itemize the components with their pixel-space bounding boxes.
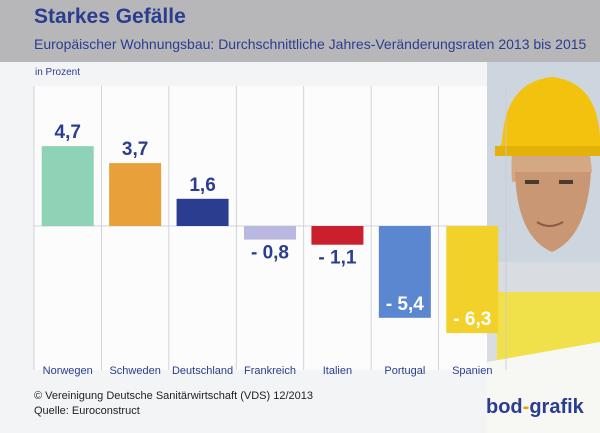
bar-deutschland (176, 198, 229, 226)
category-label: Portugal (384, 365, 425, 377)
copyright-note: © Vereinigung Deutsche Sanitärwirtschaft… (34, 390, 313, 402)
category-label: Spanien (452, 365, 492, 377)
bar-norwegen (41, 146, 94, 226)
bar-frankreich (244, 226, 296, 240)
category-label: Italien (323, 365, 352, 377)
category-label: Frankreich (244, 365, 296, 377)
chart-title: Starkes Gefälle (34, 5, 186, 28)
source-note: Quelle: Euroconstruct (34, 405, 140, 417)
category-label: Norwegen (43, 365, 93, 377)
value-label: 3,7 (122, 139, 148, 160)
value-label: 4,7 (55, 122, 81, 143)
value-label: - 0,8 (251, 243, 289, 264)
value-label: 1,6 (189, 175, 215, 196)
category-label: Schweden (109, 365, 160, 377)
category-label: Deutschland (172, 365, 233, 377)
bar-schweden (109, 163, 162, 226)
header-band: Starkes Gefälle Europäischer Wohnungsbau… (0, 0, 600, 62)
bod-grafik-logo: bod-grafik (486, 396, 584, 418)
value-label: - 1,1 (318, 248, 356, 269)
chart-subtitle: Europäischer Wohnungsbau: Durchschnittli… (34, 36, 587, 52)
unit-label: in Prozent (35, 67, 81, 78)
bar-portugal (378, 226, 431, 318)
value-label: - 6,3 (453, 309, 491, 330)
bar-spanien (446, 226, 499, 334)
value-label: - 5,4 (386, 294, 424, 315)
bar-italien (311, 226, 364, 245)
